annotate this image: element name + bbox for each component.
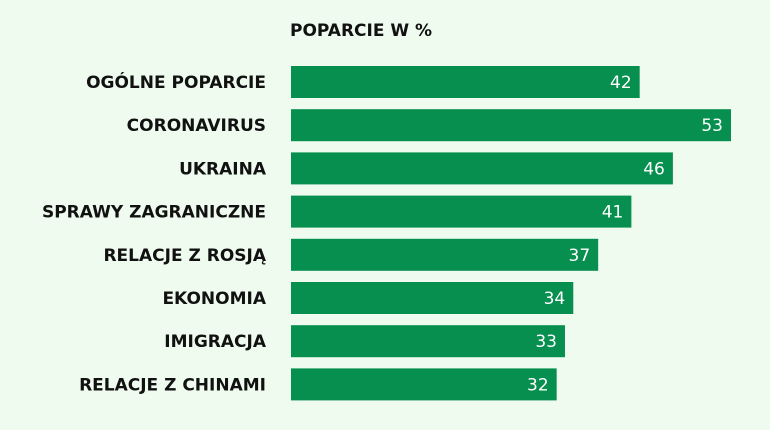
category-label: RELACJE Z ROSJĄ (103, 246, 266, 266)
value-label: 42 (610, 73, 632, 93)
value-label: 34 (544, 289, 566, 309)
bar (291, 195, 632, 228)
bar (291, 368, 557, 401)
value-label: 41 (602, 203, 624, 223)
category-label: UKRAINA (179, 159, 267, 179)
bar (291, 325, 565, 358)
value-label: 32 (527, 375, 549, 395)
category-label: EKONOMIA (162, 289, 266, 309)
category-label: RELACJE Z CHINAMI (79, 375, 266, 395)
value-label: 53 (701, 116, 723, 136)
bar (291, 152, 673, 185)
category-label: OGÓLNE POPARCIE (86, 71, 266, 93)
value-label: 46 (643, 159, 665, 179)
bar (291, 66, 640, 98)
value-label: 33 (535, 332, 557, 352)
chart-title: POPARCIE W % (290, 21, 432, 41)
bar (291, 109, 731, 142)
value-label: 37 (569, 246, 591, 266)
category-labels-group: OGÓLNE POPARCIE CORONAVIRUS UKRAINA SPRAWY … (42, 71, 267, 395)
bar (291, 282, 574, 314)
category-label: IMIGRACJA (164, 332, 267, 352)
bars-group (291, 66, 731, 401)
category-label: CORONAVIRUS (127, 116, 266, 136)
value-labels-group: 42 53 46 41 37 34 33 32 (527, 73, 723, 395)
bar (291, 238, 599, 271)
category-label: SPRAWY ZAGRANICZNE (42, 203, 266, 223)
